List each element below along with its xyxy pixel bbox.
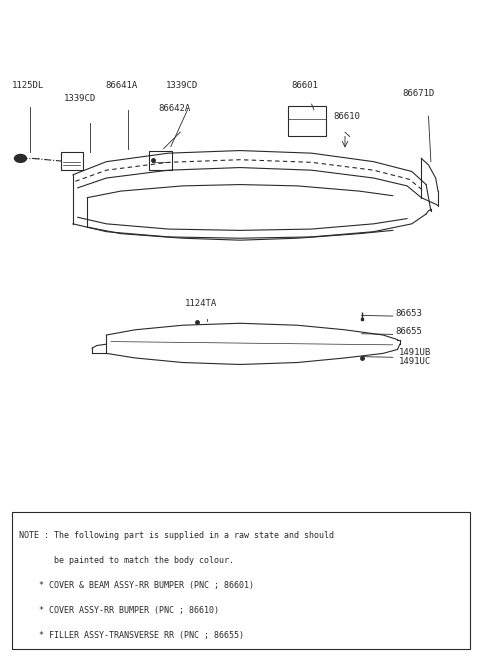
Text: 86610: 86610 [333, 112, 360, 121]
Text: 1339CD: 1339CD [166, 81, 198, 90]
Text: 86655: 86655 [395, 327, 422, 336]
Text: be painted to match the body colour.: be painted to match the body colour. [19, 556, 234, 565]
Text: 86601: 86601 [291, 81, 318, 90]
Text: 1339CD: 1339CD [63, 94, 96, 103]
Text: 86653: 86653 [395, 309, 422, 318]
Text: 86641A: 86641A [106, 81, 138, 90]
Text: 1491UB: 1491UB [398, 348, 431, 357]
Text: 86671D: 86671D [402, 89, 434, 99]
FancyBboxPatch shape [12, 512, 470, 649]
Text: 1124TA: 1124TA [185, 299, 217, 308]
FancyBboxPatch shape [288, 106, 326, 135]
FancyBboxPatch shape [149, 150, 172, 170]
Text: * COVER ASSY-RR BUMPER (PNC ; 86610): * COVER ASSY-RR BUMPER (PNC ; 86610) [19, 606, 219, 615]
Text: 1125DL: 1125DL [12, 81, 44, 90]
Ellipse shape [14, 154, 26, 162]
Text: 1491UC: 1491UC [398, 357, 431, 366]
Text: NOTE : The following part is supplied in a raw state and should: NOTE : The following part is supplied in… [19, 532, 334, 540]
Text: * COVER & BEAM ASSY-RR BUMPER (PNC ; 86601): * COVER & BEAM ASSY-RR BUMPER (PNC ; 866… [19, 581, 254, 590]
FancyBboxPatch shape [61, 152, 83, 170]
Text: * FILLER ASSY-TRANSVERSE RR (PNC ; 86655): * FILLER ASSY-TRANSVERSE RR (PNC ; 86655… [19, 631, 244, 640]
Text: 86642A: 86642A [159, 104, 191, 113]
